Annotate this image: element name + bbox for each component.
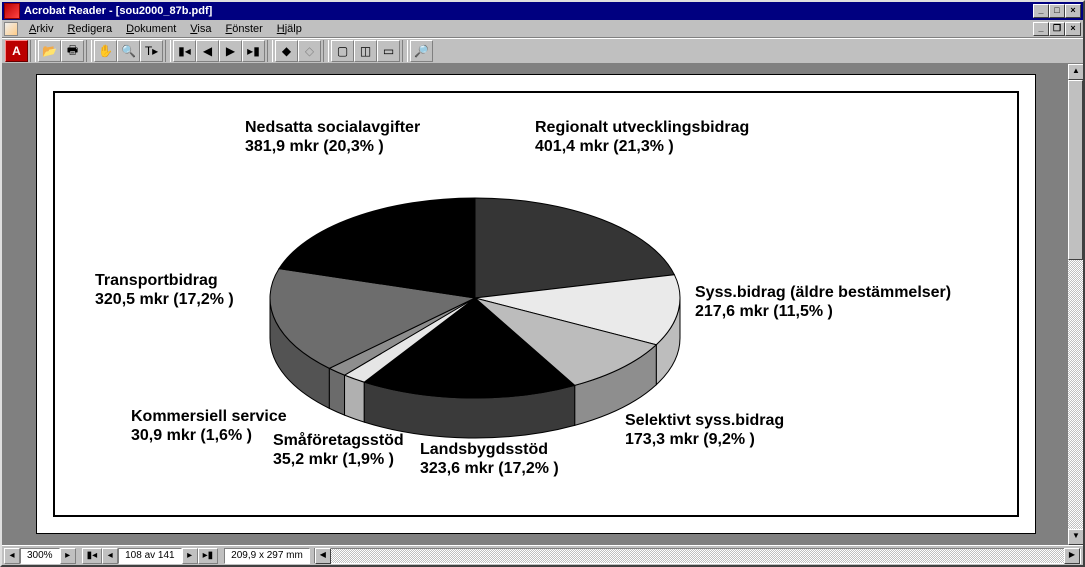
maximize-button[interactable]: □ <box>1049 4 1065 18</box>
label-line1: Nedsatta socialavgifter <box>245 119 420 136</box>
document-area: Regionalt utvecklingsbidrag 401,4 mkr (2… <box>2 64 1083 545</box>
label-line1: Regionalt utvecklingsbidrag <box>535 119 749 136</box>
app-icon <box>4 3 20 19</box>
hscroll-right-button[interactable]: ▶ <box>1064 548 1080 564</box>
mdi-close-button[interactable]: × <box>1065 22 1081 36</box>
print-button[interactable]: 🖶 <box>61 40 84 62</box>
horizontal-scrollbar[interactable]: ◀ ▶ <box>314 548 1081 564</box>
label-line1: Selektivt syss.bidrag <box>625 412 784 429</box>
prev-page-status-button[interactable]: ◂ <box>102 548 118 564</box>
label-line2: 381,9 mkr (20,3% ) <box>245 138 384 155</box>
text-select-button[interactable]: T▸ <box>140 40 163 62</box>
find-button[interactable]: 🔎 <box>410 40 433 62</box>
label-nedsatta: Nedsatta socialavgifter 381,9 mkr (20,3%… <box>245 118 420 156</box>
go-forward-button[interactable]: ◇ <box>298 40 321 62</box>
vertical-scrollbar[interactable]: ▲ ▼ <box>1067 64 1083 545</box>
menubar: Arkiv Redigera Dokument Visa Fönster Hjä… <box>2 20 1083 38</box>
actual-size-button[interactable]: ▢ <box>331 40 354 62</box>
mdi-restore-button[interactable]: ❐ <box>1049 22 1065 36</box>
scroll-thumb[interactable] <box>1068 80 1083 260</box>
menu-fonster[interactable]: Fönster <box>218 21 269 37</box>
pdf-page: Regionalt utvecklingsbidrag 401,4 mkr (2… <box>36 74 1036 534</box>
mdi-minimize-button[interactable]: _ <box>1033 22 1049 36</box>
hand-tool-button[interactable]: ✋ <box>94 40 117 62</box>
toolbar: A 📂 🖶 ✋ 🔍 T▸ ▮◂ ◀ ▶ ▸▮ ◆ ◇ ▢ ◫ ▭ 🔎 <box>2 38 1083 64</box>
pie-chart <box>260 188 690 448</box>
scroll-down-button[interactable]: ▼ <box>1068 529 1083 545</box>
document-icon[interactable] <box>4 22 18 36</box>
menu-hjalp[interactable]: Hjälp <box>270 21 309 37</box>
label-line2: 30,9 mkr (1,6% ) <box>131 427 252 444</box>
zoom-in-button[interactable]: 🔍 <box>117 40 140 62</box>
adobe-logo-icon[interactable]: A <box>5 40 28 62</box>
last-page-status-button[interactable]: ▸▮ <box>198 548 219 564</box>
first-page-button[interactable]: ▮◂ <box>173 40 196 62</box>
label-line2: 173,3 mkr (9,2% ) <box>625 431 755 448</box>
label-line1: Transportbidrag <box>95 272 218 289</box>
label-smaforetag: Småföretagsstöd 35,2 mkr (1,9% ) <box>273 431 404 469</box>
label-line1: Småföretagsstöd <box>273 432 404 449</box>
first-page-status-button[interactable]: ▮◂ <box>82 548 103 564</box>
label-line2: 35,2 mkr (1,9% ) <box>273 451 394 468</box>
label-line2: 323,6 mkr (17,2% ) <box>420 460 559 477</box>
hscroll-left-button[interactable]: ◀ <box>315 548 331 564</box>
last-page-button[interactable]: ▸▮ <box>242 40 265 62</box>
menu-visa[interactable]: Visa <box>183 21 218 37</box>
next-page-status-button[interactable]: ▸ <box>182 548 198 564</box>
label-syssbidrag: Syss.bidrag (äldre bestämmelser) 217,6 m… <box>695 283 951 321</box>
label-line1: Kommersiell service <box>131 408 287 425</box>
label-landsbygd: Landsbygdsstöd 323,6 mkr (17,2% ) <box>420 440 559 478</box>
minimize-button[interactable]: _ <box>1033 4 1049 18</box>
chart-frame: Regionalt utvecklingsbidrag 401,4 mkr (2… <box>53 91 1019 517</box>
label-kommersiell: Kommersiell service 30,9 mkr (1,6% ) <box>131 407 287 445</box>
app-window: Acrobat Reader - [sou2000_87b.pdf] _ □ ×… <box>0 0 1085 567</box>
menu-redigera[interactable]: Redigera <box>60 21 119 37</box>
fit-page-button[interactable]: ◫ <box>354 40 377 62</box>
label-line2: 320,5 mkr (17,2% ) <box>95 291 234 308</box>
label-line2: 217,6 mkr (11,5% ) <box>695 303 833 320</box>
menu-dokument[interactable]: Dokument <box>119 21 183 37</box>
menu-arkiv[interactable]: Arkiv <box>22 21 60 37</box>
window-title: Acrobat Reader - [sou2000_87b.pdf] <box>24 5 1033 17</box>
close-button[interactable]: × <box>1065 4 1081 18</box>
label-transport: Transportbidrag 320,5 mkr (17,2% ) <box>95 271 234 309</box>
zoom-in-status-button[interactable]: ▸ <box>60 548 76 564</box>
fit-width-button[interactable]: ▭ <box>377 40 400 62</box>
label-selektivt: Selektivt syss.bidrag 173,3 mkr (9,2% ) <box>625 411 784 449</box>
zoom-field[interactable]: 300% <box>20 548 60 564</box>
statusbar: ◂ 300% ▸ ▮◂ ◂ 108 av 141 ▸ ▸▮ 209,9 x 29… <box>2 545 1083 565</box>
label-line1: Syss.bidrag (äldre bestämmelser) <box>695 284 951 301</box>
open-button[interactable]: 📂 <box>38 40 61 62</box>
scroll-up-button[interactable]: ▲ <box>1068 64 1083 80</box>
next-page-button[interactable]: ▶ <box>219 40 242 62</box>
prev-page-button[interactable]: ◀ <box>196 40 219 62</box>
titlebar: Acrobat Reader - [sou2000_87b.pdf] _ □ × <box>2 2 1083 20</box>
paper-size-field: 209,9 x 297 mm <box>224 548 310 564</box>
label-regionalt: Regionalt utvecklingsbidrag 401,4 mkr (2… <box>535 118 749 156</box>
go-back-button[interactable]: ◆ <box>275 40 298 62</box>
page-field[interactable]: 108 av 141 <box>118 548 182 564</box>
label-line2: 401,4 mkr (21,3% ) <box>535 138 674 155</box>
zoom-out-button[interactable]: ◂ <box>4 548 20 564</box>
label-line1: Landsbygdsstöd <box>420 441 548 458</box>
